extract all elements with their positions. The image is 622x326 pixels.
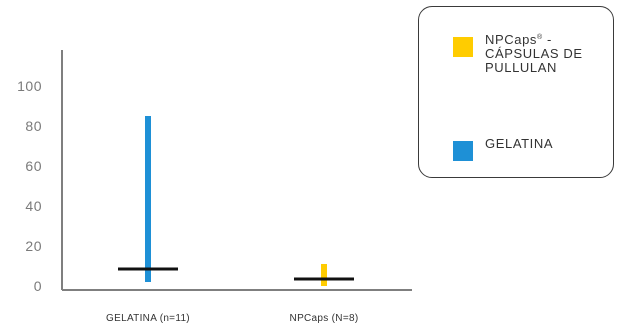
x-category-label: GELATINA (n=11) [106,313,190,324]
y-tick-label: 100 [17,78,42,94]
range-bar [321,264,327,286]
legend: NPCaps® - CÁPSULAS DE PULLULAN GELATINA [418,6,614,178]
legend-item-npcaps: NPCaps® - CÁPSULAS DE PULLULAN [453,33,615,75]
legend-swatch-gelatina [453,141,473,161]
y-tick-label: 20 [25,238,42,254]
y-tick-label: 40 [25,198,42,214]
y-tick-label: 80 [25,118,42,134]
legend-item-gelatina: GELATINA [453,137,615,161]
y-tick-labels: 0 20 40 60 80 100 [17,78,42,294]
legend-label-npcaps: NPCaps® - CÁPSULAS DE PULLULAN [485,32,583,75]
range-bar [145,116,151,282]
y-tick-label: 0 [34,278,42,294]
range-marks [118,116,354,286]
x-category-labels: GELATINA (n=11) NPCaps (N=8) [106,313,358,324]
legend-swatch-npcaps [453,37,473,57]
legend-label-gelatina: GELATINA [485,136,554,151]
y-tick-label: 60 [25,158,42,174]
x-category-label: NPCaps (N=8) [290,313,359,324]
